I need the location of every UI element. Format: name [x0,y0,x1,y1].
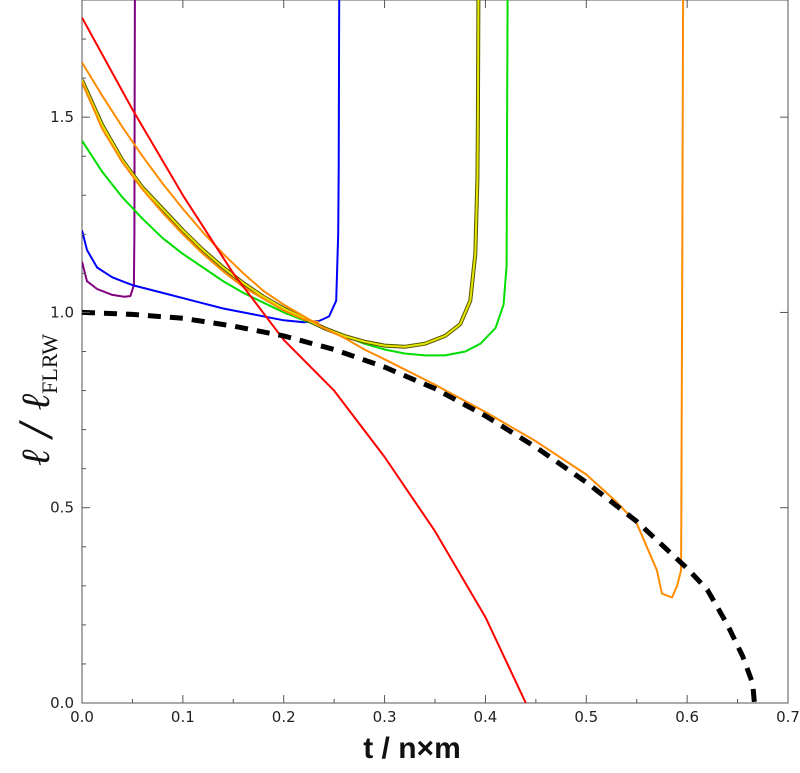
plot-frame [81,0,789,704]
x-tick-label: 0.5 [574,708,598,726]
y-tick-label: 0.0 [50,694,74,712]
y-tick-label: 1.0 [50,303,74,321]
ticks-layer: 0.0 0.1 0.2 0.3 0.4 0.5 0.6 0.7 0.0 0.5 1.0 1.5 [50,0,800,726]
series-red-line [82,17,527,703]
x-tick-label: 0.1 [171,708,195,726]
series-layer [82,0,757,703]
x-tick-label: 0.6 [675,708,699,726]
y-axis-label-main: ℓ / ℓ [13,394,59,467]
series-orange-line [82,0,685,599]
y-tick-label: 1.5 [50,108,74,126]
y-axis-label: ℓ / ℓFLRW [13,334,62,466]
series-FLRW-line [82,309,757,703]
x-tick-label: 0.2 [272,708,296,726]
y-axis-label-subscript: FLRW [37,334,62,394]
y-tick-label: 0.5 [50,499,74,517]
series-blue-line [82,0,341,324]
x-tick-label: 0.0 [70,708,94,726]
series-orange-2-line [82,81,320,324]
plot-area [81,0,789,704]
x-tick-label: 0.4 [473,708,497,726]
x-axis-label: t / n×m [363,732,461,765]
x-tick-label: 0.3 [373,708,397,726]
x-tick-label: 0.7 [776,708,800,726]
svg-text:ℓ / ℓFLRW: ℓ / ℓFLRW [13,334,62,466]
